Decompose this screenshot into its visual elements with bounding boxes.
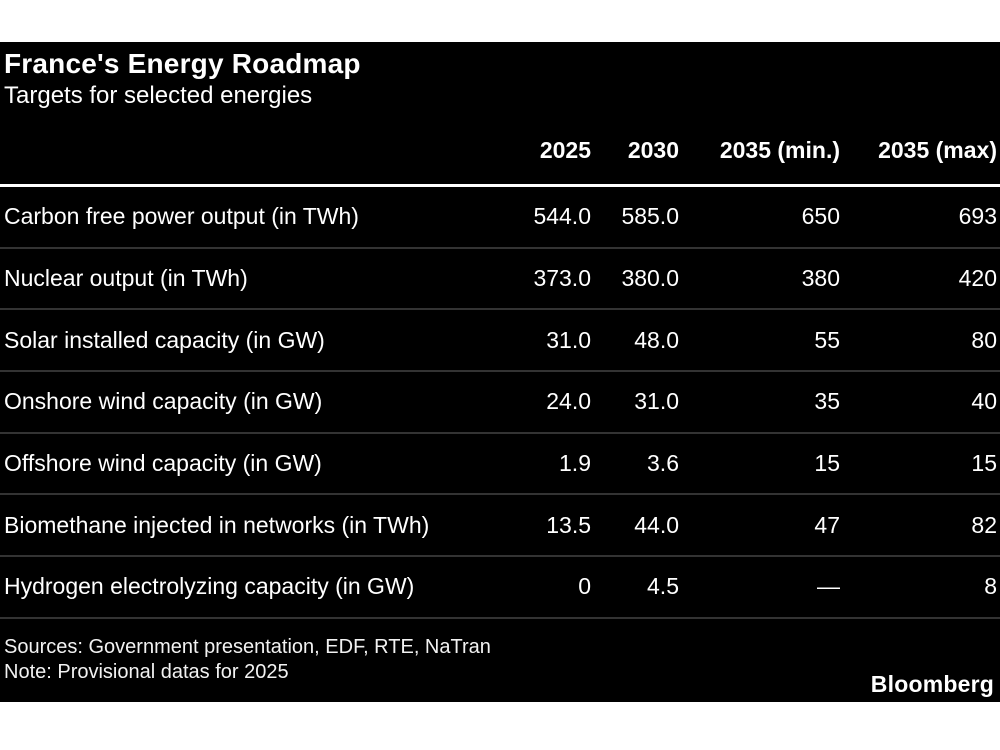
row-label: Solar installed capacity (in GW) xyxy=(4,326,325,353)
footer: Sources: Government presentation, EDF, R… xyxy=(0,635,1000,685)
cell-value: 82 xyxy=(971,511,997,538)
page-subtitle: Targets for selected energies xyxy=(4,82,313,109)
page-title: France's Energy Roadmap xyxy=(4,48,361,79)
row-label: Nuclear output (in TWh) xyxy=(4,265,248,292)
cell-value: 693 xyxy=(958,203,997,230)
bloomberg-logo: Bloomberg xyxy=(870,671,994,697)
column-header: 2030 xyxy=(627,137,679,163)
cell-value: 13.5 xyxy=(546,511,591,538)
table-row: Solar installed capacity (in GW) 31.0 48.0… xyxy=(0,310,1000,373)
cell-value: 3.6 xyxy=(647,450,679,477)
table-header-row: 2025 2030 2035 (min.) 2035 (max) xyxy=(0,137,1000,187)
cell-value: 40 xyxy=(971,388,997,415)
cell-value: 4.5 xyxy=(647,573,679,600)
row-label: Carbon free power output (in TWh) xyxy=(4,203,359,230)
cell-value: 15 xyxy=(814,450,840,477)
row-label: Onshore wind capacity (in GW) xyxy=(4,388,323,415)
column-header: 2035 (max) xyxy=(878,137,997,163)
note-text: Note: Provisional datas for 2025 xyxy=(4,660,289,683)
cell-value: 24.0 xyxy=(546,388,591,415)
cell-value: 585.0 xyxy=(621,203,679,230)
cell-value: 80 xyxy=(971,326,997,353)
cell-value: 31.0 xyxy=(634,388,679,415)
cell-value: 31.0 xyxy=(546,326,591,353)
cell-value: 380 xyxy=(801,265,840,292)
cell-value: 44.0 xyxy=(634,511,679,538)
cell-value: 0 xyxy=(578,573,591,600)
cell-value: — xyxy=(817,573,840,600)
sources-text: Sources: Government presentation, EDF, R… xyxy=(4,635,491,658)
cell-value: 1.9 xyxy=(559,450,591,477)
cell-value: 48.0 xyxy=(634,326,679,353)
table-body: Carbon free power output (in TWh) 544.0 58… xyxy=(0,187,1000,619)
table-row: Hydrogen electrolyzing capacity (in GW) 0… xyxy=(0,557,1000,619)
row-label: Offshore wind capacity (in GW) xyxy=(4,450,322,477)
cell-value: 47 xyxy=(814,511,840,538)
cell-value: 380.0 xyxy=(621,265,679,292)
table-row: Carbon free power output (in TWh) 544.0 58… xyxy=(0,187,1000,249)
chart-panel: France's Energy Roadmap Targets for sele… xyxy=(0,42,1000,702)
table-row: Biomethane injected in networks (in TWh)… xyxy=(0,495,1000,558)
column-header: 2035 (min.) xyxy=(719,137,840,163)
table-row: Onshore wind capacity (in GW) 24.0 31.0 35 4… xyxy=(0,372,1000,434)
cell-value: 55 xyxy=(814,326,840,353)
cell-value: 420 xyxy=(958,265,997,292)
cell-value: 544.0 xyxy=(533,203,591,230)
cell-value: 35 xyxy=(814,388,840,415)
column-header: 2025 xyxy=(539,137,591,163)
row-label: Biomethane injected in networks (in TWh) xyxy=(4,511,430,538)
cell-value: 15 xyxy=(971,450,997,477)
table-row: Nuclear output (in TWh) 373.0 380.0 380 420 xyxy=(0,249,1000,311)
row-label: Hydrogen electrolyzing capacity (in GW) xyxy=(4,573,415,600)
table-row: Offshore wind capacity (in GW) 1.9 3.6 15 15 xyxy=(0,434,1000,496)
cell-value: 373.0 xyxy=(533,265,591,292)
cell-value: 650 xyxy=(801,203,840,230)
cell-value: 8 xyxy=(984,573,997,600)
